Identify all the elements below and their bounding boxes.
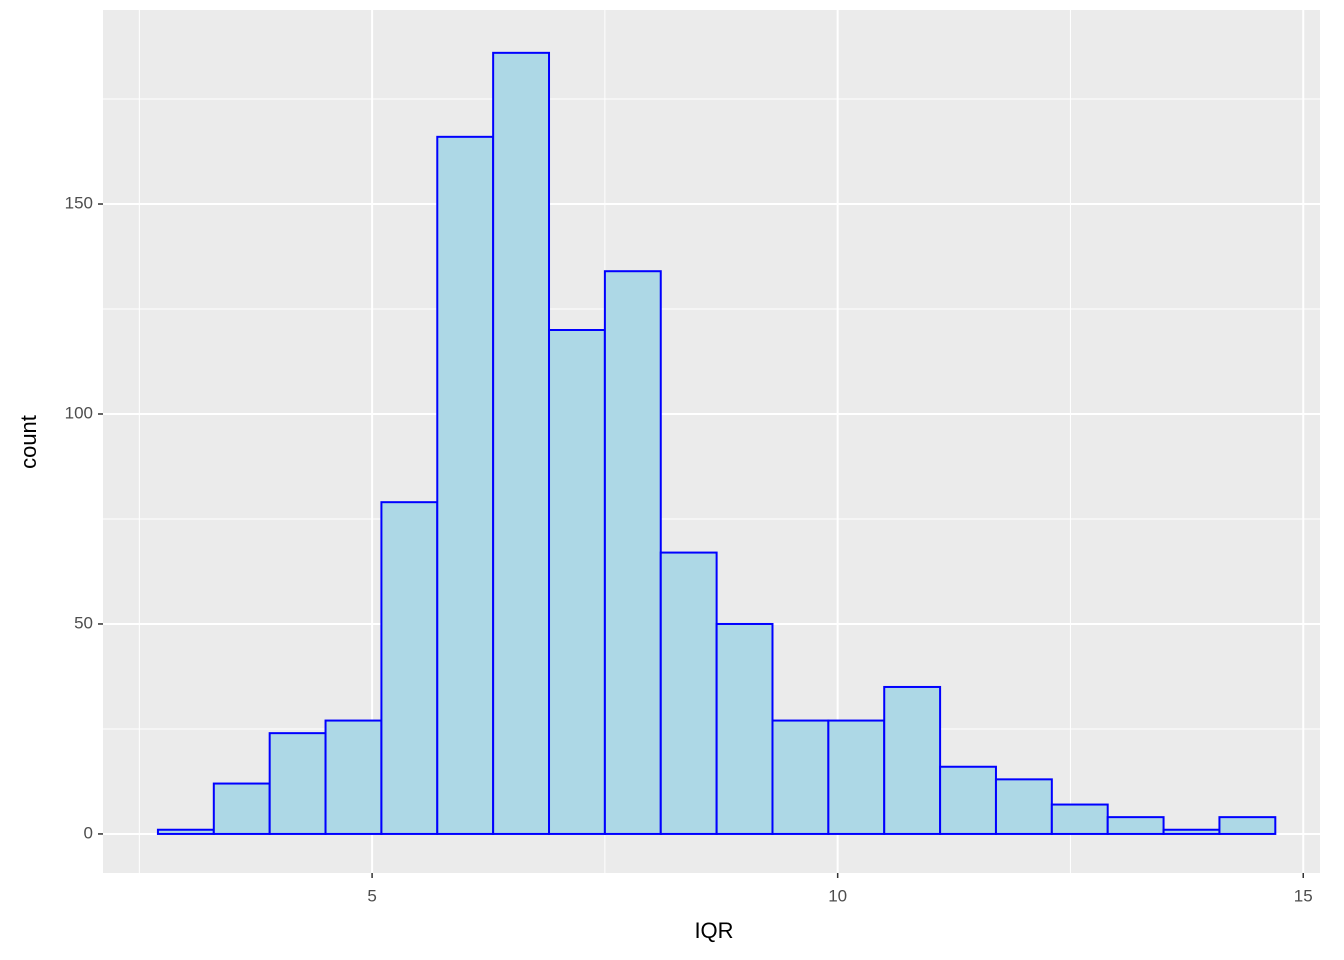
bar [1050, 803, 1109, 835]
bar [1162, 828, 1221, 835]
bar [1218, 816, 1277, 835]
bar [324, 719, 383, 835]
bar [212, 782, 271, 835]
x-tick-label: 15 [1294, 886, 1313, 905]
x-axis-title: IQR [694, 918, 733, 943]
y-axis-title: count [16, 415, 41, 469]
bar [939, 765, 997, 835]
bar [436, 135, 495, 835]
y-tick-label: 150 [65, 194, 93, 213]
bar [883, 685, 942, 835]
bar [603, 270, 662, 835]
bar [492, 51, 551, 835]
bar [659, 551, 718, 835]
y-tick-label: 0 [84, 823, 93, 842]
bar [827, 719, 886, 835]
bar [156, 828, 215, 835]
bar [715, 622, 774, 835]
y-tick-label: 50 [74, 613, 93, 632]
bar [994, 778, 1053, 835]
x-tick-label: 5 [367, 886, 376, 905]
bar [1106, 816, 1165, 835]
x-tick-label: 10 [828, 886, 847, 905]
y-tick-label: 100 [65, 403, 93, 422]
bar [380, 501, 439, 835]
bar [771, 719, 830, 835]
bar [268, 732, 327, 835]
bar [548, 329, 606, 835]
